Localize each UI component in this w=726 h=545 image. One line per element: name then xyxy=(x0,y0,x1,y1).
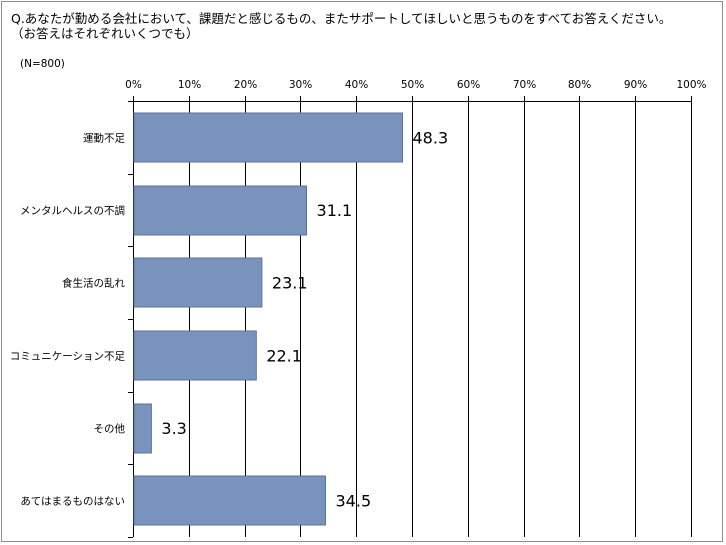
question-subtitle: （お答えはそれぞれいくつでも） xyxy=(11,26,199,41)
x-tick-label: 50% xyxy=(401,79,424,91)
category-label: コミュニケーション不足 xyxy=(10,350,126,362)
value-label: 34.5 xyxy=(336,492,372,511)
x-tick-label: 40% xyxy=(345,79,368,91)
x-tick-label: 30% xyxy=(289,79,312,91)
value-label: 48.3 xyxy=(413,128,449,147)
x-tick-label: 60% xyxy=(457,79,480,91)
question-title: Q.あなたが勤める会社において、課題だと感じるもの、またサポートしてほしいと思う… xyxy=(11,11,672,26)
value-label: 31.1 xyxy=(317,201,353,220)
x-tick-label: 0% xyxy=(125,79,142,91)
bar xyxy=(133,403,152,454)
value-label: 22.1 xyxy=(266,346,302,365)
category-label: 食生活の乱れ xyxy=(62,277,125,290)
category-label: あてはまるものはない xyxy=(20,496,125,508)
bar xyxy=(133,330,257,381)
x-tick-label: 80% xyxy=(568,79,591,91)
x-tick-label: 100% xyxy=(676,79,706,91)
bar xyxy=(133,475,327,526)
value-label: 3.3 xyxy=(161,419,186,438)
category-label: 運動不足 xyxy=(83,131,125,144)
bar xyxy=(133,185,308,236)
bar xyxy=(133,257,263,308)
x-tick-label: 20% xyxy=(234,79,257,91)
sample-size: (N=800) xyxy=(20,58,65,70)
x-tick-label: 10% xyxy=(178,79,201,91)
bar xyxy=(133,112,404,163)
x-tick-label: 90% xyxy=(624,79,647,91)
category-label: その他 xyxy=(94,422,126,435)
x-tick-label: 70% xyxy=(513,79,536,91)
value-label: 23.1 xyxy=(272,274,308,293)
category-label: メンタルヘルスの不調 xyxy=(20,204,125,217)
